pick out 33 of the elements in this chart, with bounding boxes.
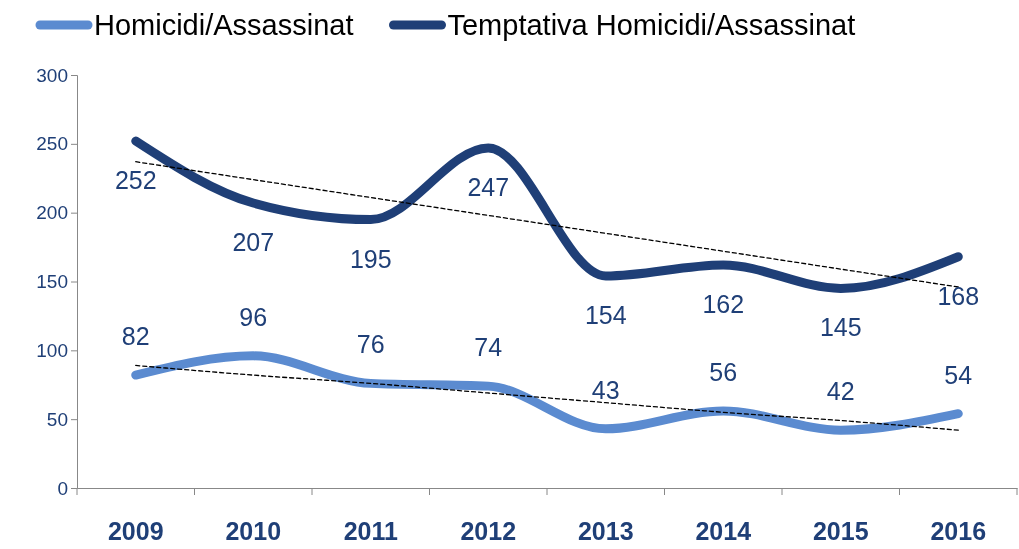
x-tick-label: 2011 xyxy=(343,516,398,545)
data-label: 207 xyxy=(232,228,275,257)
data-label: 56 xyxy=(709,357,738,386)
x-tick-label: 2015 xyxy=(812,516,869,545)
x-tick-label: 2012 xyxy=(460,516,517,545)
x-tick-label: 2016 xyxy=(930,516,987,545)
data-label: 82 xyxy=(121,322,150,351)
y-tick-label: 300 xyxy=(36,64,68,86)
x-tick-label: 2014 xyxy=(695,516,752,545)
data-label: 168 xyxy=(937,281,980,310)
y-tick-label: 200 xyxy=(36,202,68,224)
data-label: 76 xyxy=(356,330,385,359)
legend-label: Homicidi/Assassinat xyxy=(94,9,354,41)
data-label: 145 xyxy=(819,313,862,342)
x-tick-label: 2010 xyxy=(225,516,282,545)
y-tick-label: 0 xyxy=(57,477,68,499)
data-label: 42 xyxy=(826,377,855,406)
data-label: 43 xyxy=(591,375,620,404)
legend-label: Temptativa Homicidi/Assassinat xyxy=(447,9,856,41)
data-label: 74 xyxy=(474,333,503,362)
y-tick-label: 250 xyxy=(36,133,68,155)
data-label: 96 xyxy=(239,302,268,331)
x-tick-label: 2009 xyxy=(107,516,164,545)
data-label: 247 xyxy=(467,172,510,201)
data-label: 54 xyxy=(944,360,973,389)
y-tick-label: 150 xyxy=(36,271,68,293)
y-tick-label: 50 xyxy=(46,408,68,430)
data-label: 162 xyxy=(702,289,745,318)
data-label: 195 xyxy=(349,244,392,273)
x-tick-label: 2013 xyxy=(577,516,634,545)
data-label: 252 xyxy=(114,166,157,195)
y-tick-label: 100 xyxy=(36,339,68,361)
data-label: 154 xyxy=(584,300,627,329)
